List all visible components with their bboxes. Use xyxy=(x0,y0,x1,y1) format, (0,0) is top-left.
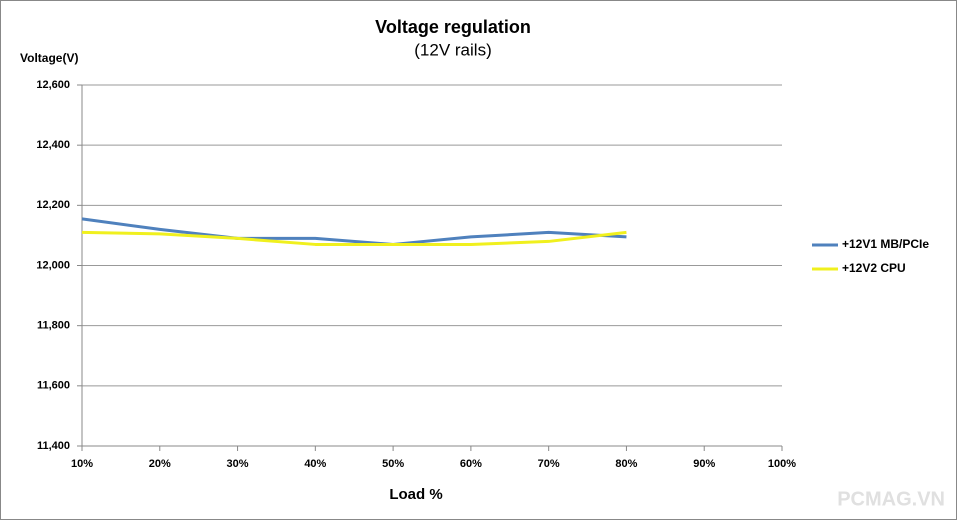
y-tick-label: 12,400 xyxy=(36,139,70,151)
x-tick-label: 50% xyxy=(382,458,404,470)
watermark: PCMAG.VN xyxy=(837,488,945,510)
x-tick-label: 90% xyxy=(693,458,715,470)
x-tick-label: 30% xyxy=(227,458,249,470)
chart-subtitle: (12V rails) xyxy=(414,40,491,59)
y-axis-label: Voltage(V) xyxy=(20,51,78,65)
y-tick-label: 12,200 xyxy=(36,199,70,211)
x-tick-label: 40% xyxy=(304,458,326,470)
x-axis-label: Load % xyxy=(389,486,442,503)
legend-label: +12V1 MB/PCIe xyxy=(842,237,929,251)
y-tick-label: 12,000 xyxy=(36,259,70,271)
series-line xyxy=(81,217,627,246)
x-tick-label: 80% xyxy=(615,458,637,470)
x-tick-label: 10% xyxy=(71,458,93,470)
x-tick-label: 60% xyxy=(460,458,482,470)
y-tick-label: 12,600 xyxy=(36,79,70,91)
y-tick-label: 11,800 xyxy=(37,320,70,332)
y-tick-label: 11,600 xyxy=(37,380,70,392)
chart-title: Voltage regulation xyxy=(375,17,531,37)
legend-label: +12V2 CPU xyxy=(842,261,906,275)
y-tick-label: 11,400 xyxy=(37,440,70,452)
x-tick-label: 100% xyxy=(768,458,796,470)
x-tick-label: 20% xyxy=(149,458,171,470)
series-line xyxy=(81,230,627,246)
x-tick-label: 70% xyxy=(538,458,560,470)
